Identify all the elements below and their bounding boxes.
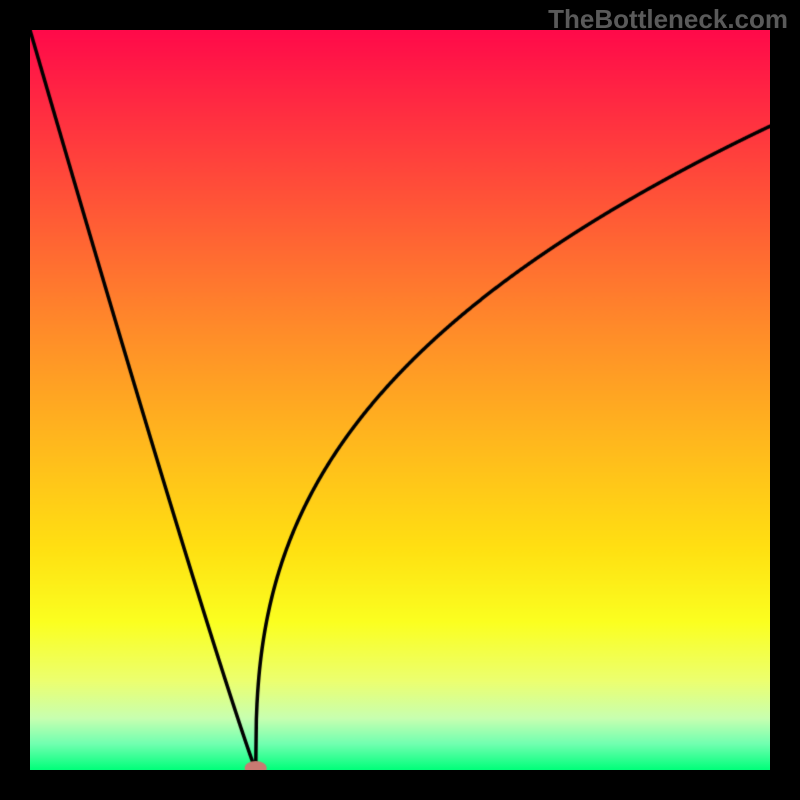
chart-plot-area: [30, 30, 770, 770]
chart-canvas: [30, 30, 770, 770]
watermark-text: TheBottleneck.com: [548, 4, 788, 35]
figure-container: TheBottleneck.com: [0, 0, 800, 800]
